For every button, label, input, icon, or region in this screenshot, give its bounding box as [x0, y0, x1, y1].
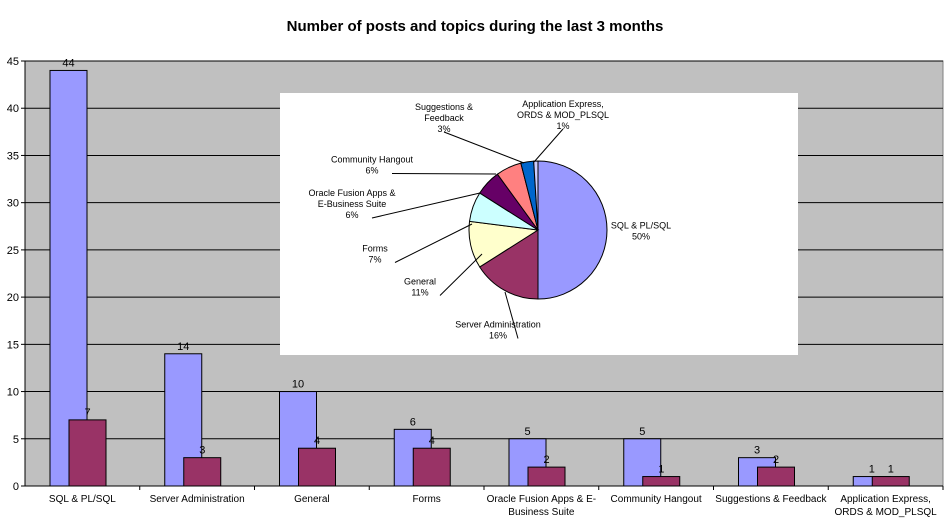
- y-tick-label: 25: [7, 245, 19, 257]
- y-tick-label: 15: [7, 339, 19, 351]
- y-tick-label: 45: [7, 56, 19, 68]
- pie-slice-label: Feedback: [424, 113, 464, 123]
- x-category-label: Server Administration: [150, 494, 245, 505]
- pie-slice-label: Community Hangout: [331, 155, 414, 165]
- bar-topics-label: 2: [773, 454, 779, 466]
- bar-topics-label: 3: [199, 445, 205, 457]
- pie-percent-label: 16%: [489, 331, 507, 341]
- bar-posts-label: 5: [524, 426, 530, 438]
- pie-slice-label: Oracle Fusion Apps &: [308, 188, 395, 198]
- bar-posts-label: 14: [177, 341, 189, 353]
- x-category-label: Oracle Fusion Apps & E-: [487, 494, 597, 505]
- bar-topics-label: 1: [658, 464, 664, 476]
- y-tick-label: 10: [7, 387, 19, 399]
- pie-slice-label: E-Business Suite: [318, 199, 387, 209]
- pie-percent-label: 6%: [345, 210, 358, 220]
- pie-percent-label: 50%: [632, 232, 650, 242]
- pie-percent-label: 1%: [556, 121, 569, 131]
- pie-leader-line: [533, 128, 564, 163]
- x-category-label: SQL & PL/SQL: [49, 494, 116, 505]
- x-category-label: Business Suite: [508, 507, 575, 518]
- y-tick-label: 5: [13, 434, 19, 446]
- pie-percent-label: 11%: [411, 288, 428, 298]
- bar-posts-label: 10: [292, 379, 304, 391]
- bar-topics: [68, 419, 107, 487]
- bar-posts-label: 5: [639, 426, 645, 438]
- pie-leader-line: [391, 173, 497, 175]
- pie-percent-label: 6%: [365, 166, 378, 176]
- bar-topics-label: 1: [888, 464, 894, 476]
- x-category-label: General: [294, 494, 330, 505]
- bar-posts-label: 3: [754, 445, 760, 457]
- y-tick-label: 40: [7, 103, 19, 115]
- pie-leader-line: [371, 192, 481, 219]
- y-tick-label: 35: [7, 150, 19, 162]
- pie-slice-label: Forms: [362, 244, 388, 254]
- bar-topics: [642, 476, 681, 487]
- pie-leader-line: [439, 253, 483, 296]
- bar-posts-label: 6: [410, 416, 416, 428]
- pie-slice-label: Server Administration: [455, 320, 541, 330]
- bar-topics: [183, 457, 222, 487]
- pie-percent-label: 7%: [368, 255, 381, 265]
- bar-topics-label: 4: [314, 435, 320, 447]
- bar-posts: [49, 69, 88, 487]
- pie-slice: [537, 160, 608, 300]
- bar-topics: [757, 466, 795, 487]
- pie-slice-label: SQL & PL/SQL: [611, 221, 671, 231]
- chart-title: Number of posts and topics during the la…: [286, 18, 664, 35]
- bar-topics: [298, 447, 336, 487]
- bar-topics-label: 7: [84, 407, 90, 419]
- y-tick-label: 30: [7, 198, 19, 210]
- pie-leader-line: [504, 291, 519, 339]
- x-category-label: Community Hangout: [611, 494, 702, 505]
- x-category-label: ORDS & MOD_PLSQL: [834, 507, 937, 518]
- pie-leader-line: [443, 131, 525, 164]
- bar-topics: [412, 447, 451, 487]
- bar-topics: [871, 476, 910, 487]
- pie-leader-line: [394, 223, 473, 263]
- pie-slice: [479, 229, 539, 300]
- pie-slice-label: Suggestions &: [415, 102, 473, 112]
- x-category-label: Application Express,: [840, 494, 931, 505]
- pie-slice-label: ORDS & MOD_PLSQL: [517, 110, 609, 120]
- x-category-label: Forms: [412, 494, 440, 505]
- bar-topics-label: 4: [429, 435, 435, 447]
- bar-topics-label: 2: [543, 454, 549, 466]
- bar-topics: [527, 466, 566, 487]
- y-tick-label: 20: [7, 292, 19, 304]
- x-category-label: Suggestions & Feedback: [715, 494, 827, 505]
- pie-percent-label: 3%: [437, 124, 450, 134]
- bar-posts-label: 44: [62, 57, 74, 69]
- bar-posts-label: 1: [869, 464, 875, 476]
- y-tick-label: 0: [13, 481, 19, 493]
- pie-slice: [533, 160, 539, 231]
- pie-slice-label: Application Express,: [522, 99, 604, 109]
- pie-slice-label: General: [404, 277, 436, 287]
